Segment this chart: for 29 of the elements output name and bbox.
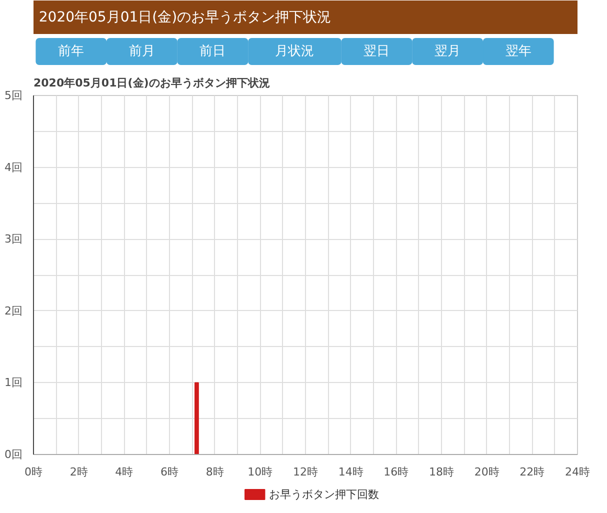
x-tick-label: 22時 (520, 466, 545, 478)
text: 前日 (200, 44, 226, 59)
text: 前月 (128, 44, 155, 59)
x-tick-label: 24時 (565, 466, 590, 478)
y-tick-label: 5回 (4, 89, 22, 102)
y-tick-label: 1回 (4, 376, 22, 390)
text: 翌年 (505, 44, 532, 59)
x-tick-label: 20時 (474, 466, 500, 478)
text: 前年 (58, 44, 84, 59)
x-tick-label: 0時 (24, 466, 42, 478)
y-tick-label: 4回 (4, 160, 22, 174)
text: 翌月 (434, 44, 461, 59)
x-tick-label: 8時 (206, 466, 224, 478)
x-tick-label: 4時 (115, 466, 134, 478)
chart-title: 2020年05月01日(金)のお早うボタン押下状況 (38, 10, 332, 26)
x-tick-label: 16時 (384, 466, 409, 478)
text: 翌日 (364, 44, 390, 59)
y-tick-label: 0回 (4, 448, 22, 461)
y-tick-label: 3回 (4, 232, 22, 246)
y-tick-label: 2回 (4, 304, 22, 318)
chart-subtitle: 2020年05月01日(金)のお早うボタン押下状況 (34, 76, 270, 90)
text: 月状況 (275, 44, 314, 59)
x-tick-label: 10時 (248, 466, 273, 478)
x-tick-label: 2時 (70, 466, 88, 478)
x-tick-label: 6時 (160, 466, 178, 478)
x-tick-label: 12時 (293, 466, 318, 478)
x-tick-label: 18時 (429, 466, 454, 478)
x-tick-label: 14時 (338, 466, 364, 478)
legend-label: お早うボタン押下回数 (269, 488, 380, 501)
